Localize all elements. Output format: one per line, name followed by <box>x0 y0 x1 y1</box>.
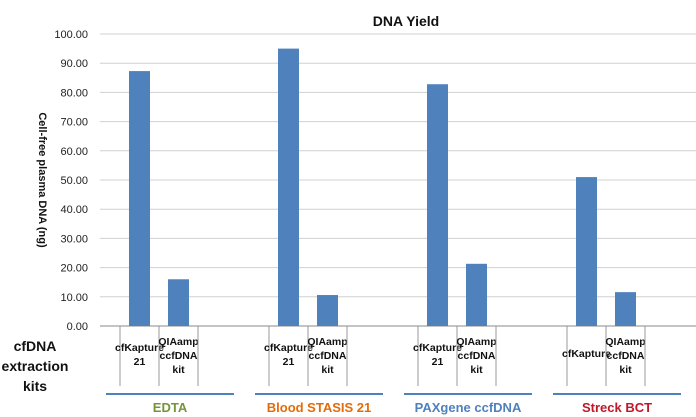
category-label: ccfDNA <box>309 350 347 362</box>
category-label: kit <box>321 364 334 376</box>
group-label: Streck BCT <box>582 400 652 415</box>
category-label: kit <box>619 364 632 376</box>
bar <box>317 295 338 326</box>
category-labels: cfKapture 21 QIAamp ccfDNA kit cfKapture 21 QIA… <box>115 326 646 386</box>
category-label: ccfDNA <box>160 350 198 362</box>
bar <box>615 292 636 326</box>
chart-title: DNA Yield <box>373 13 439 29</box>
y-tick-labels: 0.00 10.00 20.00 30.00 40.00 50.00 60.00 70.00 8… <box>54 29 88 333</box>
category-label: kit <box>470 364 483 376</box>
category-label: cfKapture <box>264 342 313 354</box>
bar <box>427 84 448 326</box>
category-label: cfKapture <box>115 342 164 354</box>
bar <box>576 177 597 326</box>
bar <box>129 71 150 326</box>
x-axis-title-line: cfDNA <box>13 338 57 354</box>
y-tick-label: 70.00 <box>60 117 88 129</box>
category-label: QIAamp <box>456 336 496 348</box>
category-label: cfKapture <box>562 348 611 360</box>
bar <box>466 263 487 326</box>
category-label: QIAamp <box>605 336 645 348</box>
group-labels: EDTA Blood STASIS 21 PAXgene ccfDNA Streck … <box>106 393 681 415</box>
y-tick-label: 100.00 <box>54 29 88 41</box>
y-tick-label: 50.00 <box>60 175 88 187</box>
y-tick-label: 0.00 <box>67 321 88 333</box>
bar <box>168 279 189 326</box>
y-axis-label: Cell-free plasma DNA (ng) <box>36 112 48 248</box>
category-label: kit <box>172 364 185 376</box>
category-label: 21 <box>432 356 444 368</box>
bar-series <box>129 48 636 326</box>
x-axis-title-line: kits <box>22 378 48 394</box>
y-tick-label: 20.00 <box>60 263 88 275</box>
x-axis-title-line: extraction <box>1 358 69 374</box>
gridlines <box>100 33 696 327</box>
y-tick-label: 40.00 <box>60 204 88 216</box>
category-label: QIAamp <box>307 336 347 348</box>
group-label: EDTA <box>153 400 188 415</box>
category-label: 21 <box>134 356 146 368</box>
category-label: QIAamp <box>158 336 198 348</box>
y-tick-label: 60.00 <box>60 146 88 158</box>
group-label: PAXgene ccfDNA <box>415 400 522 415</box>
y-tick-label: 30.00 <box>60 233 88 245</box>
group-label: Blood STASIS 21 <box>267 400 372 415</box>
category-label: ccfDNA <box>458 350 496 362</box>
category-label: 21 <box>283 356 295 368</box>
y-tick-label: 10.00 <box>60 292 88 304</box>
category-label: cfKapture <box>413 342 462 354</box>
y-tick-label: 80.00 <box>60 87 88 99</box>
y-tick-label: 90.00 <box>60 58 88 70</box>
x-axis-title: cfDNA extraction kits <box>0 336 70 396</box>
bar <box>278 48 299 326</box>
category-label: ccfDNA <box>607 350 645 362</box>
